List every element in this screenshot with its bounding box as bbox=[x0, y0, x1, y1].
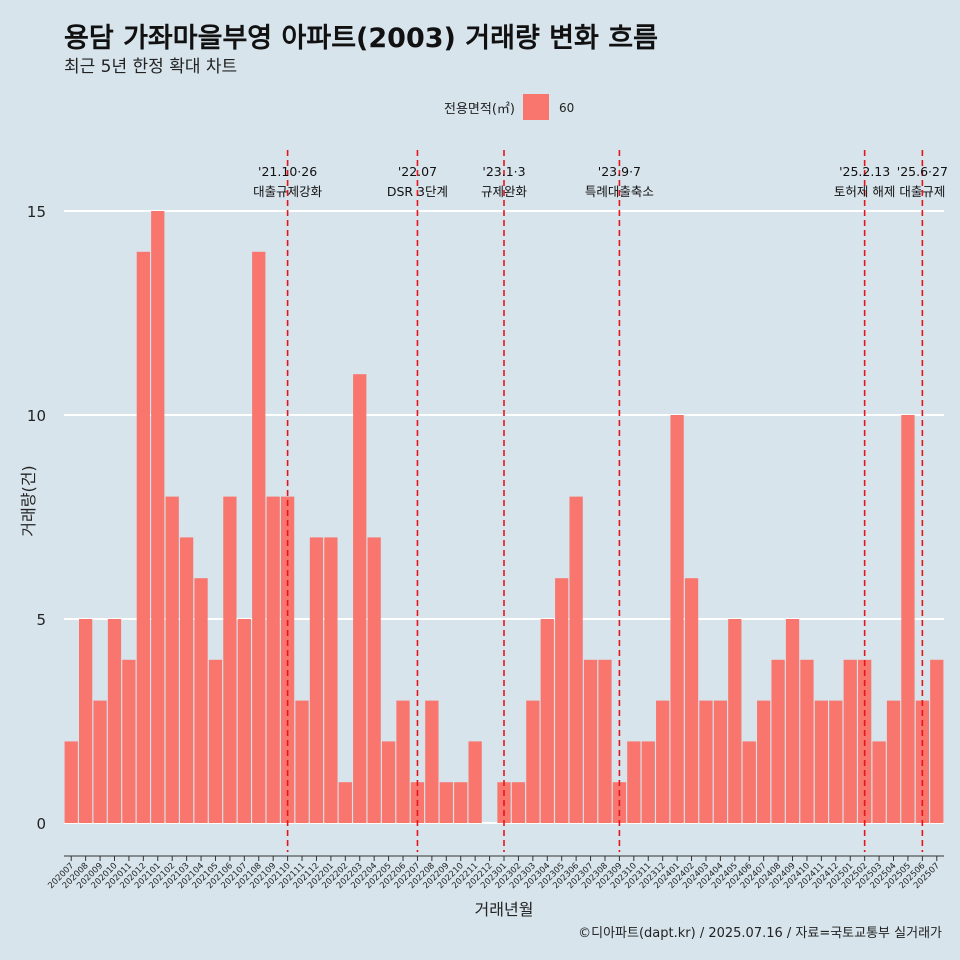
event-date-label: '21.10·26 bbox=[258, 164, 317, 179]
bar bbox=[79, 619, 93, 823]
bar bbox=[252, 251, 266, 824]
bar bbox=[583, 659, 598, 823]
bar bbox=[670, 415, 684, 823]
bar bbox=[555, 578, 569, 823]
bar bbox=[901, 415, 915, 823]
legend-swatch bbox=[523, 94, 549, 120]
bar bbox=[194, 578, 208, 823]
bar bbox=[381, 741, 396, 823]
legend-title: 전용면적(㎡) bbox=[444, 102, 515, 117]
bar bbox=[843, 659, 857, 823]
bar bbox=[64, 741, 78, 823]
bar bbox=[353, 374, 367, 823]
bar bbox=[511, 782, 526, 823]
bar bbox=[656, 700, 670, 823]
bar bbox=[136, 251, 150, 824]
bar bbox=[930, 659, 944, 823]
bar bbox=[208, 659, 223, 823]
bar bbox=[742, 741, 756, 823]
bar bbox=[800, 659, 814, 823]
y-tick-label: 5 bbox=[36, 611, 46, 629]
event-date-label: '23.1·3 bbox=[482, 164, 525, 179]
bar bbox=[309, 537, 324, 823]
bar bbox=[814, 700, 829, 823]
event-date-label: '25.2.13 bbox=[839, 164, 890, 179]
event-date-label: '22.07 bbox=[398, 164, 437, 179]
bar bbox=[151, 211, 165, 823]
chart-subtitle: 최근 5년 한정 확대 차트 bbox=[64, 57, 238, 77]
x-axis-title: 거래년월 bbox=[475, 900, 534, 919]
bar bbox=[540, 619, 554, 823]
bar bbox=[757, 700, 771, 823]
bar bbox=[699, 700, 713, 823]
bar bbox=[266, 496, 280, 823]
bar bbox=[627, 741, 641, 823]
bar bbox=[223, 496, 237, 823]
bar bbox=[324, 537, 338, 823]
y-tick-label: 0 bbox=[36, 815, 46, 833]
bar bbox=[396, 700, 410, 823]
bar bbox=[280, 496, 295, 823]
bar bbox=[165, 496, 179, 823]
event-label: 대출규제강화 bbox=[253, 184, 323, 199]
bar bbox=[569, 496, 583, 823]
bar bbox=[454, 782, 468, 823]
bar bbox=[684, 578, 699, 823]
bar bbox=[641, 741, 655, 823]
bar bbox=[713, 700, 728, 823]
event-label: DSR 3단계 bbox=[387, 184, 448, 199]
event-label: 규제완화 bbox=[481, 184, 528, 199]
bar bbox=[771, 659, 785, 823]
y-tick-label: 10 bbox=[27, 407, 46, 425]
bar bbox=[425, 700, 439, 823]
source-caption: ©디아파트(dapt.kr) / 2025.07.16 / 자료=국토교통부 실… bbox=[578, 926, 942, 941]
y-axis-title: 거래량(건) bbox=[19, 465, 38, 536]
bar bbox=[295, 700, 309, 823]
bar bbox=[872, 741, 886, 823]
bar bbox=[93, 700, 107, 823]
bar bbox=[122, 659, 136, 823]
bar bbox=[107, 619, 122, 823]
bar bbox=[439, 782, 453, 823]
bar bbox=[829, 700, 843, 823]
event-date-label: '23.9·7 bbox=[598, 164, 641, 179]
bar bbox=[338, 782, 352, 823]
bar bbox=[886, 700, 901, 823]
bar bbox=[367, 537, 381, 823]
y-tick-label: 15 bbox=[27, 203, 46, 221]
event-label: 대출규제 bbox=[899, 184, 945, 199]
bar bbox=[468, 741, 482, 823]
event-label: 토허제 해제 bbox=[834, 184, 895, 199]
bar bbox=[526, 700, 540, 823]
bar bbox=[785, 619, 800, 823]
legend-label: 60 bbox=[559, 101, 574, 115]
bar bbox=[179, 537, 194, 823]
event-date-label: '25.6·27 bbox=[897, 164, 948, 179]
bar bbox=[728, 619, 742, 823]
chart-title: 용담 가좌마을부영 아파트(2003) 거래량 변화 흐름 bbox=[64, 23, 658, 54]
bar bbox=[598, 659, 612, 823]
bar bbox=[237, 619, 251, 823]
event-label: 특례대출축소 bbox=[585, 184, 654, 199]
